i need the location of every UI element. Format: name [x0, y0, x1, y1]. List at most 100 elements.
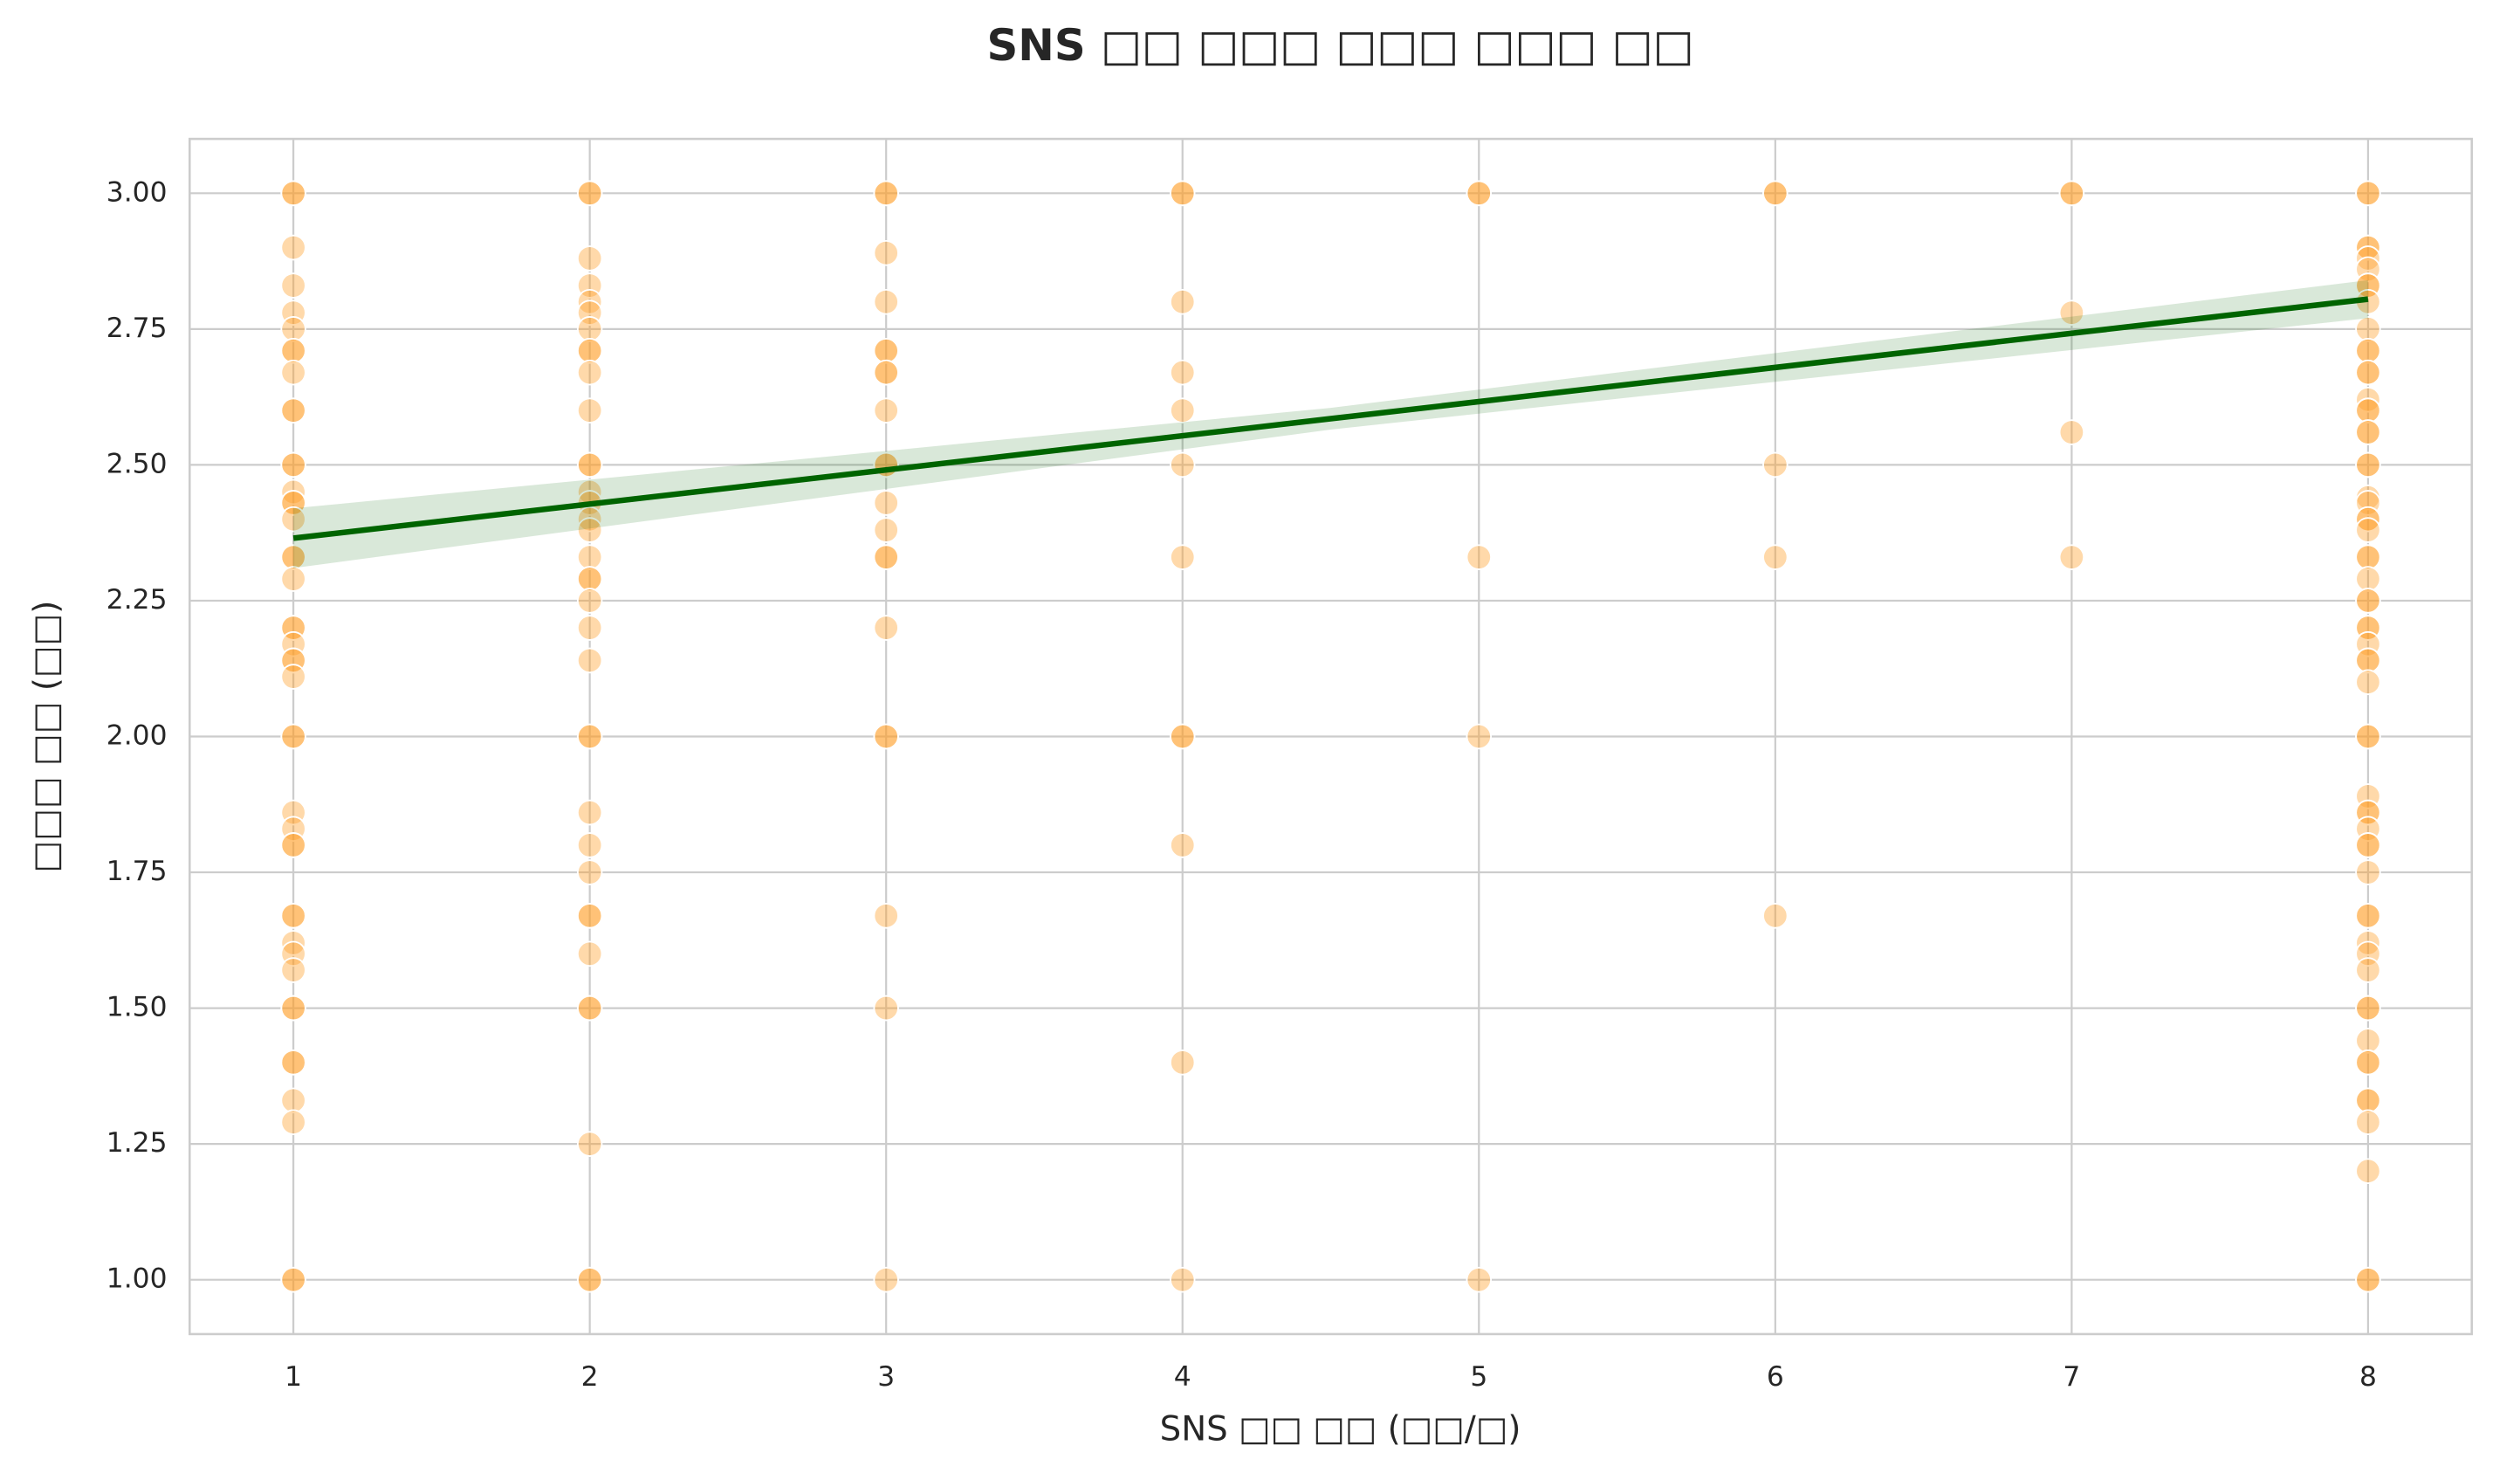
- point: [576, 506, 603, 533]
- point: [873, 359, 899, 386]
- point: [1170, 397, 1196, 423]
- point: [2355, 180, 2381, 207]
- point: [2355, 669, 2381, 696]
- point: [576, 180, 603, 207]
- point: [576, 517, 603, 543]
- point: [2355, 995, 2381, 1022]
- chart-title: SNS □□ □□□ □□□ □□□ □□: [987, 20, 1694, 71]
- point: [873, 490, 899, 516]
- x-tick-label: 6: [1767, 1361, 1784, 1393]
- point: [2355, 723, 2381, 750]
- x-tick-label: 5: [1470, 1361, 1487, 1393]
- confidence-band: [293, 279, 2368, 568]
- point: [576, 588, 603, 614]
- point: [873, 723, 899, 750]
- point: [576, 799, 603, 826]
- point: [280, 234, 306, 261]
- point: [576, 859, 603, 885]
- point: [873, 903, 899, 929]
- point: [2355, 1266, 2381, 1293]
- point: [280, 1109, 306, 1136]
- point: [1466, 723, 1493, 750]
- point: [873, 1266, 899, 1293]
- point: [2355, 359, 2381, 386]
- y-tick-label: 2.00: [106, 719, 168, 751]
- point: [2355, 506, 2381, 533]
- point: [2058, 544, 2085, 570]
- point: [873, 397, 899, 423]
- point: [2355, 588, 2381, 614]
- y-tick-label: 2.50: [106, 448, 168, 479]
- point: [280, 930, 306, 956]
- point: [576, 566, 603, 592]
- y-tick-label: 1.50: [106, 992, 168, 1023]
- point: [576, 544, 603, 570]
- point: [873, 615, 899, 641]
- point: [873, 337, 899, 364]
- point: [2355, 1028, 2381, 1054]
- point: [280, 316, 306, 342]
- point: [576, 940, 603, 967]
- point: [280, 478, 306, 506]
- point: [576, 288, 603, 315]
- point: [576, 397, 603, 423]
- point: [280, 359, 306, 386]
- point: [1466, 544, 1493, 570]
- point: [576, 1131, 603, 1157]
- point: [2355, 451, 2381, 478]
- point: [1170, 723, 1196, 750]
- point: [873, 239, 899, 266]
- point: [280, 1050, 306, 1076]
- point: [576, 337, 603, 364]
- point: [2058, 299, 2085, 326]
- point: [873, 288, 899, 315]
- point: [280, 397, 306, 423]
- point: [2355, 1050, 2381, 1076]
- point: [576, 615, 603, 641]
- y-tick-label: 3.00: [106, 176, 168, 208]
- point: [1170, 1266, 1196, 1293]
- point: [1466, 1266, 1493, 1293]
- point: [2355, 517, 2381, 543]
- y-tick-label: 2.75: [106, 313, 168, 344]
- point: [576, 647, 603, 674]
- regression-line: [292, 296, 2369, 541]
- point: [1466, 180, 1493, 207]
- point: [2355, 1109, 2381, 1136]
- point: [2355, 544, 2381, 570]
- point: [280, 832, 306, 858]
- x-axis-label: SNS □□ □□ (□□/□): [1160, 1409, 1521, 1449]
- point: [280, 544, 306, 570]
- x-tick-label: 8: [2359, 1361, 2377, 1393]
- point: [280, 180, 306, 207]
- point: [280, 1266, 306, 1293]
- point: [280, 664, 306, 690]
- point: [2355, 566, 2381, 592]
- point: [280, 903, 306, 929]
- point: [280, 337, 306, 364]
- point: [2355, 957, 2381, 983]
- point: [280, 723, 306, 750]
- point: [2355, 316, 2381, 342]
- point: [576, 723, 603, 750]
- point: [280, 451, 306, 478]
- point: [1762, 544, 1789, 570]
- point: [576, 245, 603, 272]
- point: [1170, 544, 1196, 570]
- x-tick-label: 1: [285, 1361, 302, 1393]
- point: [873, 544, 899, 570]
- point: [2058, 419, 2085, 445]
- point: [1762, 180, 1789, 207]
- y-tick-label: 1.00: [106, 1263, 168, 1295]
- point: [1762, 451, 1789, 478]
- point: [2355, 234, 2381, 261]
- point: [2355, 903, 2381, 929]
- point: [2355, 419, 2381, 445]
- x-tick-label: 2: [581, 1361, 599, 1393]
- x-tick-label: 7: [2063, 1361, 2080, 1393]
- point: [2355, 832, 2381, 858]
- point: [280, 995, 306, 1022]
- point: [873, 180, 899, 207]
- point: [576, 1266, 603, 1293]
